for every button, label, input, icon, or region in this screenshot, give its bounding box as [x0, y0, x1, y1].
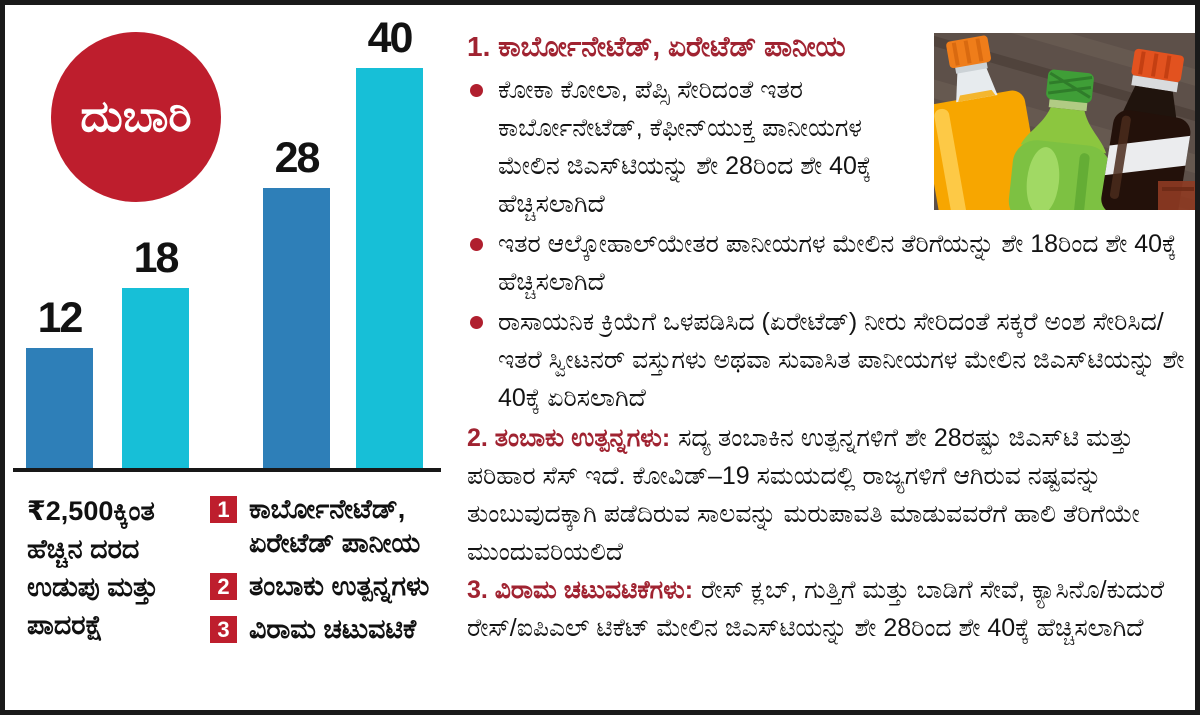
bar-group-3: 28: [263, 137, 330, 468]
legend-number-badge: 2: [210, 573, 237, 600]
expensive-badge: ದುಬಾರಿ: [51, 32, 221, 202]
beverage-bottles-photo: [934, 33, 1195, 210]
gst-rate-bar-chart: 12 18 28 40: [13, 17, 441, 472]
legend-number-badge: 3: [210, 616, 237, 643]
section2-heading: 2. ತಂಬಾಕು ಉತ್ಪನ್ನಗಳು:: [467, 424, 671, 452]
legend-item-leisure: 3 ವಿರಾಮ ಚಟುವಟಿಕೆ: [210, 612, 445, 646]
article-panel: 1. ಕಾರ್ಬೋನೇಟೆಡ್, ಏರೇಟೆಡ್ ಪಾನೀಯ ಕೋಕಾ ಕೋಲಾ…: [467, 29, 1195, 710]
bar-value-label-2: 18: [133, 234, 180, 282]
section3-body: ರೇಸ್ ಕ್ಲಬ್, ಗುತ್ತಿಗೆ ಮತ್ತು ಬಾಡಿಗೆ ಸೇವೆ, …: [467, 576, 1165, 642]
bar-group-2: 18: [122, 237, 189, 468]
legend-number-badge: 1: [210, 496, 237, 523]
badge-title: ದುಬಾರಿ: [80, 92, 192, 141]
axis-note-line: ಹೆಚ್ಚಿನ ದರದ: [27, 534, 140, 564]
axis-note-line: ಪಾದರಕ್ಷೆ: [27, 610, 103, 640]
section3-heading: 3. ವಿರಾಮ ಚಟುವಟಿಕೆಗಳು:: [467, 576, 694, 604]
bar-value-label-1: 12: [37, 294, 84, 342]
legend-item-tobacco: 2 ತಂಬಾಕು ಉತ್ಪನ್ನಗಳು: [210, 569, 445, 603]
legend-label: ಕಾರ್ಬೋನೇಟೆಡ್, ಏರೇಟೆಡ್ ಪಾನೀಯ: [249, 494, 421, 558]
bar-value-label-4: 40: [367, 14, 414, 62]
bullet-aerated-water: ರಾಸಾಯನಿಕ ಕ್ರಿಯೆಗೆ ಒಳಪಡಿಸಿದ (ಏರೇಟೆಡ್) ನೀರ…: [467, 303, 1195, 417]
bullet-cola-pepsi: ಕೋಕಾ ಕೋಲಾ, ಪೆಪ್ಸಿ ಸೇರಿದಂತೆ ಇತರ ಕಾರ್ಬೋನೇಟ…: [467, 71, 1195, 223]
section1-bullet-list: ಕೋಕಾ ಕೋಲಾ, ಪೆಪ್ಸಿ ಸೇರಿದಂತೆ ಇತರ ಕಾರ್ಬೋನೇಟ…: [467, 71, 1195, 417]
bar-group-1: 12: [26, 297, 93, 468]
legend-label: ತಂಬಾಕು ಉತ್ಪನ್ನಗಳು: [249, 571, 430, 601]
legend-label: ವಿರಾಮ ಚಟುವಟಿಕೆ: [249, 614, 417, 644]
section2-paragraph: 2. ತಂಬಾಕು ಉತ್ಪನ್ನಗಳು: ಸದ್ಯ ತಂಬಾಕಿನ ಉತ್ಪನ್…: [467, 419, 1195, 571]
bar-new-rate-18: [122, 288, 189, 468]
bottles-illustration: [934, 33, 1195, 210]
legend-item-carbonated: 1 ಕಾರ್ಬೋನೇಟೆಡ್, ಏರೇಟೆಡ್ ಪಾನೀಯ: [210, 492, 445, 560]
green-bottle: [1008, 69, 1111, 210]
section2-body: ಸದ್ಯ ತಂಬಾಕಿನ ಉತ್ಪನ್ನಗಳಿಗೆ ಶೇ 28ರಷ್ಟು ಜಿಎ…: [467, 424, 1140, 566]
axis-note-line: ₹2,500ಕ್ಕಿಂತ: [27, 496, 155, 526]
section3-paragraph: 3. ವಿರಾಮ ಚಟುವಟಿಕೆಗಳು: ರೇಸ್ ಕ್ಲಬ್, ಗುತ್ತಿಗ…: [467, 571, 1195, 647]
chart-legend: 1 ಕಾರ್ಬೋನೇಟೆಡ್, ಏರೇಟೆಡ್ ಪಾನೀಯ 2 ತಂಬಾಕು ಉ…: [210, 492, 445, 655]
bar-old-rate-28: [263, 188, 330, 468]
bar-old-rate-12: [26, 348, 93, 468]
bar-new-rate-40: [356, 68, 423, 468]
bullet-non-alcoholic: ಇತರ ಆಲ್ಕೋಹಾಲ್‌ಯೇತರ ಪಾನೀಯಗಳ ಮೇಲಿನ ತೆರಿಗೆಯ…: [467, 225, 1195, 301]
bar-value-label-3: 28: [274, 134, 321, 182]
x-axis-note: ₹2,500ಕ್ಕಿಂತ ಹೆಚ್ಚಿನ ದರದ ಉಡುಪು ಮತ್ತು ಪಾದ…: [27, 492, 202, 644]
bar-group-4: 40: [356, 17, 423, 468]
section1-heading: 1. ಕಾರ್ಬೋನೇಟೆಡ್, ಏರೇಟೆಡ್ ಪಾನೀಯ: [467, 31, 846, 62]
axis-note-line: ಉಡುಪು ಮತ್ತು: [27, 572, 159, 602]
